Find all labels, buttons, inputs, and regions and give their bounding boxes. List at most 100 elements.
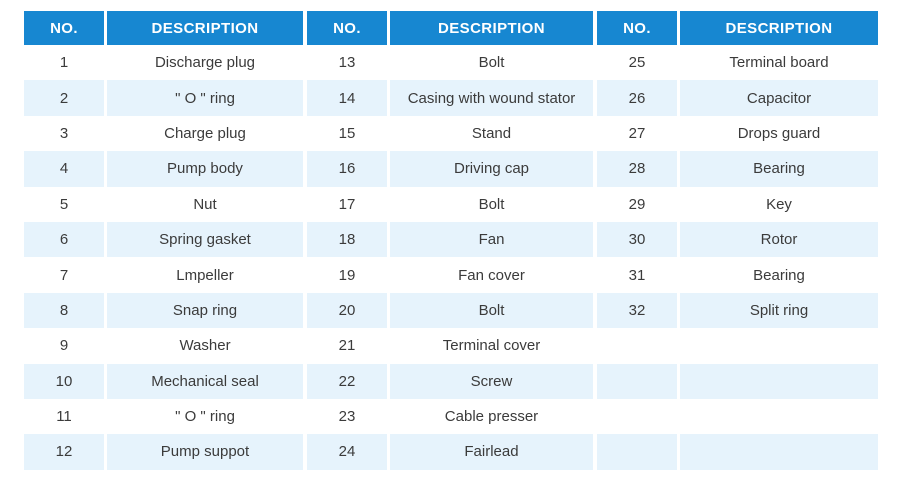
table-row: 24 Fairlead bbox=[307, 434, 593, 470]
description-cell: Bolt bbox=[478, 195, 505, 213]
table-row: 14 Casing with wound stator bbox=[307, 80, 593, 116]
no-cell: 10 bbox=[24, 363, 107, 399]
description-cell: Bolt bbox=[478, 54, 505, 72]
description-cell: Discharge plug bbox=[154, 54, 256, 72]
table-row: 2 " O " ring bbox=[24, 80, 303, 116]
no-cell: 30 bbox=[597, 221, 680, 258]
table-row: 32 Split ring bbox=[597, 292, 878, 329]
no-header-cell: NO. bbox=[597, 11, 680, 45]
no-cell: 5 bbox=[24, 186, 107, 222]
description-cell: Snap ring bbox=[107, 292, 303, 329]
no-cell: 11 bbox=[24, 398, 107, 435]
description-cell: Terminal board bbox=[729, 54, 829, 72]
no-cell: 25 bbox=[597, 45, 680, 81]
description-cell: Bearing bbox=[680, 151, 878, 187]
no-cell bbox=[597, 434, 680, 470]
table-row: 30 Rotor bbox=[597, 221, 878, 258]
description-cell: Mechanical seal bbox=[107, 363, 303, 399]
no-cell: 2 bbox=[24, 80, 107, 116]
no-cell: 23 bbox=[307, 398, 390, 435]
description-cell bbox=[680, 328, 878, 363]
no-cell: 24 bbox=[307, 434, 390, 470]
description-cell: Lmpeller bbox=[176, 266, 234, 284]
no-cell bbox=[597, 398, 680, 435]
description-cell: Spring gasket bbox=[107, 221, 303, 258]
table-row: 19 Fan cover bbox=[307, 257, 593, 293]
no-cell: 1 bbox=[24, 45, 107, 81]
table-row bbox=[597, 434, 878, 470]
description-cell: Pump suppot bbox=[107, 434, 303, 470]
description-cell bbox=[680, 399, 878, 434]
description-cell bbox=[680, 363, 878, 399]
table-row bbox=[597, 398, 878, 435]
description-cell: Cable presser bbox=[444, 408, 539, 426]
description-cell: Split ring bbox=[680, 292, 878, 329]
description-cell: Bearing bbox=[753, 266, 805, 284]
table-row: 25 Terminal board bbox=[597, 45, 878, 81]
description-cell: Screw bbox=[390, 363, 593, 399]
no-cell: 15 bbox=[307, 115, 390, 152]
table-row: 8 Snap ring bbox=[24, 292, 303, 329]
table-group-1: NO. DESCRIPTION 1 Discharge plug 2 " O " ri… bbox=[24, 11, 303, 470]
description-cell bbox=[680, 434, 878, 470]
description-cell: Washer bbox=[179, 337, 231, 355]
no-cell: 6 bbox=[24, 221, 107, 258]
table-group-3: NO. DESCRIPTION 25 Terminal board 26 Capaci… bbox=[597, 11, 878, 470]
table-row: 22 Screw bbox=[307, 363, 593, 399]
no-cell: 9 bbox=[24, 328, 107, 364]
table-row bbox=[597, 328, 878, 364]
no-cell: 26 bbox=[597, 80, 680, 116]
table-row: 21 Terminal cover bbox=[307, 328, 593, 364]
header-row: NO. DESCRIPTION bbox=[307, 11, 593, 45]
no-cell: 7 bbox=[24, 257, 107, 293]
table-row: 12 Pump suppot bbox=[24, 434, 303, 470]
no-cell: 27 bbox=[597, 115, 680, 152]
table-row: 6 Spring gasket bbox=[24, 221, 303, 258]
description-cell: Drops guard bbox=[737, 124, 821, 142]
no-cell: 28 bbox=[597, 151, 680, 187]
table-row: 13 Bolt bbox=[307, 45, 593, 81]
table-row: 1 Discharge plug bbox=[24, 45, 303, 81]
no-cell: 3 bbox=[24, 115, 107, 152]
no-cell: 14 bbox=[307, 80, 390, 116]
table-row: 27 Drops guard bbox=[597, 115, 878, 152]
description-cell: Fairlead bbox=[390, 434, 593, 470]
no-cell: 29 bbox=[597, 186, 680, 222]
table-row: 4 Pump body bbox=[24, 151, 303, 187]
description-cell: Fan bbox=[390, 221, 593, 258]
table-row: 10 Mechanical seal bbox=[24, 363, 303, 399]
table-row: 18 Fan bbox=[307, 221, 593, 258]
table-row: 20 Bolt bbox=[307, 292, 593, 329]
no-cell: 22 bbox=[307, 363, 390, 399]
no-header-cell: NO. bbox=[307, 11, 390, 45]
no-cell: 32 bbox=[597, 292, 680, 329]
no-cell: 31 bbox=[597, 257, 680, 293]
no-cell bbox=[597, 363, 680, 399]
description-cell: Charge plug bbox=[164, 124, 246, 142]
description-cell: Driving cap bbox=[390, 151, 593, 187]
no-cell: 21 bbox=[307, 328, 390, 364]
no-cell: 17 bbox=[307, 186, 390, 222]
table-row: 11 " O " ring bbox=[24, 398, 303, 435]
description-cell: Pump body bbox=[107, 151, 303, 187]
description-header-cell: DESCRIPTION bbox=[390, 11, 593, 45]
no-cell: 4 bbox=[24, 151, 107, 187]
no-cell: 19 bbox=[307, 257, 390, 293]
description-header-cell: DESCRIPTION bbox=[107, 11, 303, 45]
table-row: 31 Bearing bbox=[597, 257, 878, 293]
no-cell: 13 bbox=[307, 45, 390, 81]
table-row: 28 Bearing bbox=[597, 151, 878, 187]
description-cell: " O " ring bbox=[107, 80, 303, 116]
description-cell: Casing with wound stator bbox=[390, 80, 593, 116]
table-row: 17 Bolt bbox=[307, 186, 593, 222]
description-header-cell: DESCRIPTION bbox=[680, 11, 878, 45]
table-row: 3 Charge plug bbox=[24, 115, 303, 152]
description-cell: Fan cover bbox=[458, 266, 525, 284]
table-row bbox=[597, 363, 878, 399]
description-cell: Terminal cover bbox=[442, 337, 541, 355]
description-cell: Rotor bbox=[680, 221, 878, 258]
table-row: 15 Stand bbox=[307, 115, 593, 152]
header-row: NO. DESCRIPTION bbox=[24, 11, 303, 45]
no-cell bbox=[597, 328, 680, 364]
